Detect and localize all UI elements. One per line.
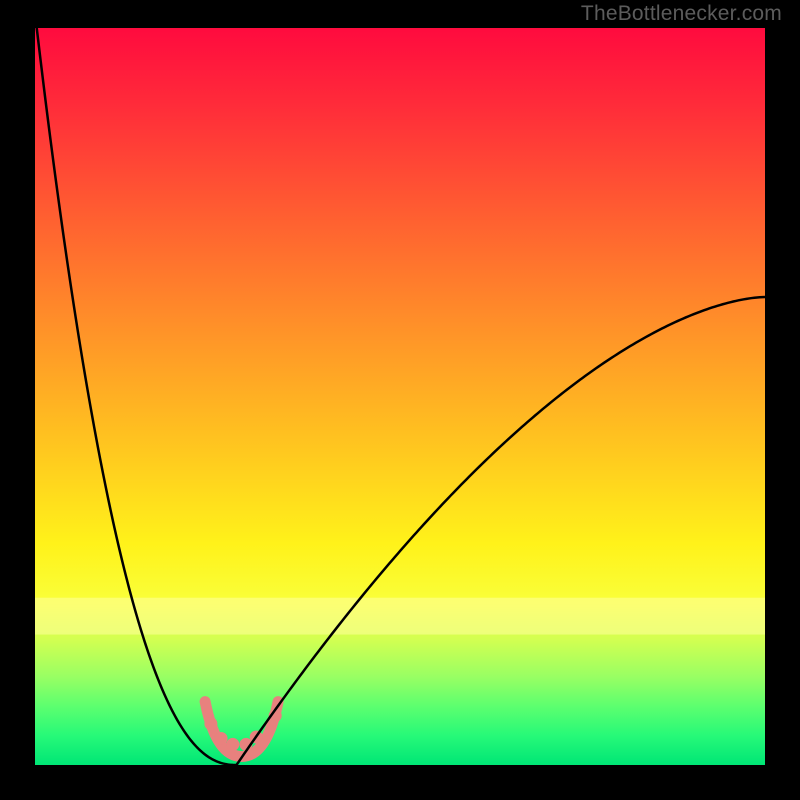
plot-gradient-background <box>35 28 765 765</box>
chart-stage: TheBottlenecker.com <box>0 0 800 800</box>
watermark-label: TheBottlenecker.com <box>581 2 782 26</box>
pale-yellow-band <box>35 598 765 635</box>
u-notch-dot <box>215 732 228 745</box>
u-notch-dot <box>226 738 239 751</box>
bottleneck-chart-svg <box>0 0 800 800</box>
u-notch-dot <box>204 717 217 730</box>
